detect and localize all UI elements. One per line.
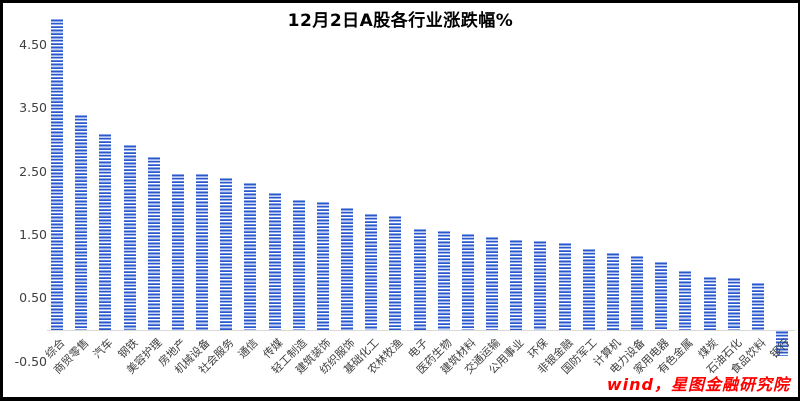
bar-农林牧渔 — [389, 216, 402, 330]
bar-食品饮料 — [751, 283, 764, 330]
bar-石油石化 — [727, 278, 740, 330]
bar-家用电器 — [655, 261, 668, 330]
bar-社会服务 — [220, 178, 233, 330]
bar-电力设备 — [631, 255, 644, 330]
bar-公用事业 — [510, 240, 523, 330]
source-attribution: wind，星图金融研究院 — [606, 375, 790, 394]
bar-纺织服饰 — [341, 208, 354, 330]
bar-轻工制造 — [292, 200, 305, 330]
bar-通信 — [244, 182, 257, 330]
bar-综合 — [51, 18, 63, 330]
bar-传媒 — [268, 193, 281, 330]
bar-非银金融 — [558, 243, 571, 330]
bar-环保 — [534, 241, 547, 330]
bar-有色金属 — [679, 271, 692, 330]
bar-交通运输 — [486, 236, 499, 330]
y-axis-tick-label: 4.50 — [19, 37, 47, 53]
bar-电子 — [413, 228, 426, 330]
bar-机械设备 — [196, 174, 209, 330]
bar-建筑装饰 — [316, 202, 329, 330]
bar-基础化工 — [365, 213, 378, 330]
bar-建筑材料 — [461, 234, 474, 330]
y-axis-tick-label: 2.50 — [19, 163, 47, 179]
bar-汽车 — [99, 134, 112, 330]
y-axis-tick-label: 0.50 — [19, 290, 47, 306]
y-axis-tick-label: 3.50 — [19, 100, 47, 116]
bar-美容护理 — [147, 156, 160, 330]
bar-计算机 — [606, 252, 619, 330]
bar-房地产 — [171, 174, 184, 330]
bar-煤炭 — [703, 276, 716, 330]
y-axis-tick-label: 1.50 — [19, 227, 47, 243]
bar-银行 — [776, 331, 789, 357]
chart-title: 12月2日A股各行业涨跌幅% — [287, 11, 514, 31]
x-axis-line — [47, 330, 795, 331]
bar-国防军工 — [582, 248, 595, 330]
bar-商贸零售 — [75, 115, 88, 330]
bar-钢铁 — [123, 144, 136, 330]
y-axis-tick-label: -0.50 — [14, 353, 47, 369]
bar-医药生物 — [437, 230, 450, 330]
